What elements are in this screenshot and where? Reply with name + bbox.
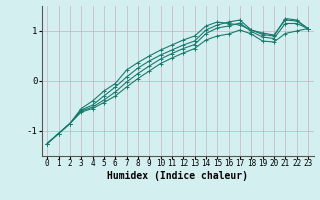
- X-axis label: Humidex (Indice chaleur): Humidex (Indice chaleur): [107, 171, 248, 181]
